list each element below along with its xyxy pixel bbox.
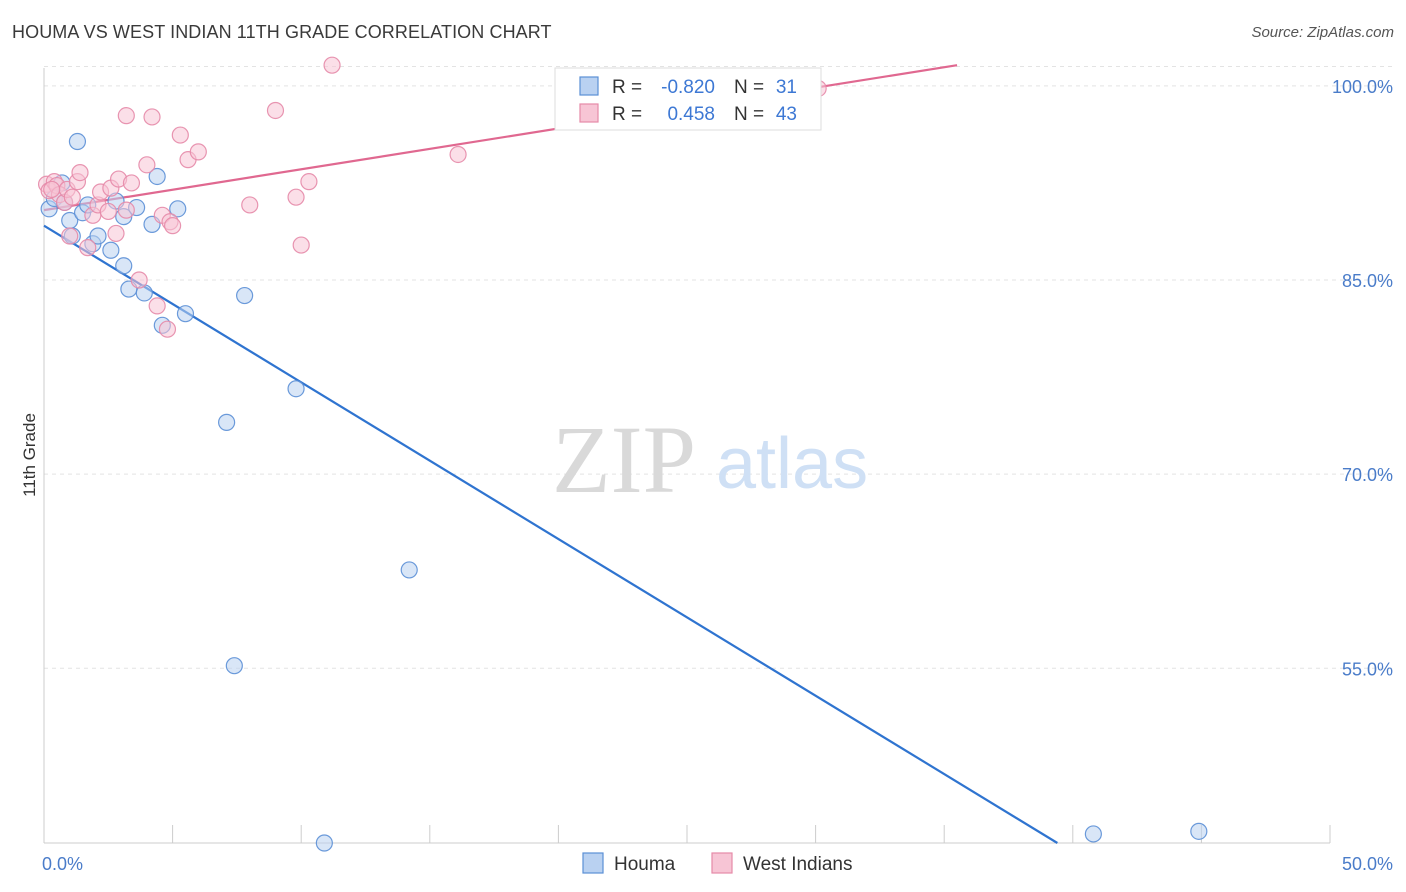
- watermark-atlas: atlas: [716, 424, 868, 504]
- point-houma: [287, 380, 305, 398]
- y-tick-label: 55.0%: [1342, 659, 1393, 679]
- point-west-indians: [171, 126, 189, 144]
- y-tick-label: 70.0%: [1342, 465, 1393, 485]
- watermark: ZIP atlas: [552, 406, 868, 513]
- chart-title: HOUMA VS WEST INDIAN 11TH GRADE CORRELAT…: [12, 22, 552, 42]
- point-west-indians: [43, 180, 61, 199]
- legend-r-label-houma: R =: [612, 77, 642, 98]
- point-houma: [68, 132, 87, 151]
- point-west-indians: [79, 239, 97, 257]
- point-west-indians: [143, 108, 161, 126]
- legend-r-label-west-indians: R =: [612, 104, 642, 125]
- x-tick-label: 0.0%: [42, 854, 83, 874]
- point-west-indians: [63, 188, 81, 206]
- point-west-indians: [266, 101, 285, 120]
- point-houma: [89, 227, 107, 245]
- point-houma: [218, 413, 236, 431]
- point-west-indians: [122, 174, 141, 192]
- legend-swatch-west-indians: [579, 103, 599, 123]
- point-houma: [400, 561, 418, 579]
- point-west-indians: [107, 224, 125, 243]
- y-axis-label: 11th Grade: [20, 413, 39, 497]
- point-west-indians: [164, 217, 182, 235]
- point-west-indians: [449, 145, 467, 164]
- point-houma: [1190, 822, 1208, 840]
- point-houma: [176, 305, 195, 323]
- bottom-legend-label-houma: Houma: [614, 854, 676, 875]
- legend-n-label-west-indians: N =: [734, 104, 764, 125]
- point-west-indians: [189, 143, 207, 161]
- y-tick-label: 100.0%: [1332, 77, 1393, 97]
- point-houma: [1084, 825, 1102, 843]
- x-tick-label: 50.0%: [1342, 854, 1393, 874]
- bottom-legend-swatch-west-indians: [711, 852, 733, 874]
- point-west-indians: [300, 173, 318, 191]
- y-tick-label: 85.0%: [1342, 271, 1393, 291]
- point-houma: [102, 241, 120, 259]
- point-west-indians: [323, 56, 341, 74]
- point-west-indians: [117, 201, 135, 219]
- legend-swatch-houma: [579, 76, 599, 96]
- point-houma: [315, 834, 333, 852]
- point-west-indians: [117, 107, 135, 125]
- chart-source: Source: ZipAtlas.com: [1251, 24, 1394, 41]
- point-houma: [148, 167, 166, 186]
- watermark-zip: ZIP: [552, 406, 696, 513]
- legend: R = -0.820 N = 31 R = 0.458 N = 43: [554, 67, 822, 131]
- bottom-legend-label-west-indians: West Indians: [743, 854, 852, 875]
- point-west-indians: [61, 227, 79, 245]
- point-west-indians: [71, 163, 89, 182]
- legend-r-value-houma: -0.820: [661, 77, 715, 98]
- data-points: [37, 56, 1208, 852]
- x-tick-labels: 0.0% 50.0%: [42, 854, 1393, 874]
- trend-line-houma: [43, 224, 1058, 844]
- point-west-indians: [241, 196, 259, 214]
- point-west-indians: [99, 202, 117, 221]
- legend-n-value-west-indians: 43: [776, 104, 797, 125]
- point-houma: [236, 286, 254, 305]
- legend-box: [554, 67, 822, 131]
- point-west-indians: [292, 236, 310, 254]
- bottom-legend: Houma West Indians: [582, 852, 852, 875]
- point-houma: [225, 657, 243, 675]
- point-houma: [115, 257, 133, 275]
- grid-lines: [44, 65, 1394, 669]
- point-west-indians: [130, 271, 148, 289]
- legend-r-value-west-indians: 0.458: [667, 104, 715, 125]
- point-houma: [169, 200, 187, 218]
- point-west-indians: [287, 188, 305, 206]
- legend-n-label-houma: N =: [734, 77, 764, 98]
- point-west-indians: [158, 320, 177, 338]
- point-west-indians: [148, 297, 166, 315]
- trend-lines: [43, 64, 1058, 844]
- y-tick-labels: 100.0% 85.0% 70.0% 55.0%: [1332, 77, 1393, 679]
- legend-n-value-houma: 31: [776, 77, 797, 98]
- bottom-legend-swatch-houma: [582, 852, 604, 874]
- point-west-indians: [138, 156, 156, 174]
